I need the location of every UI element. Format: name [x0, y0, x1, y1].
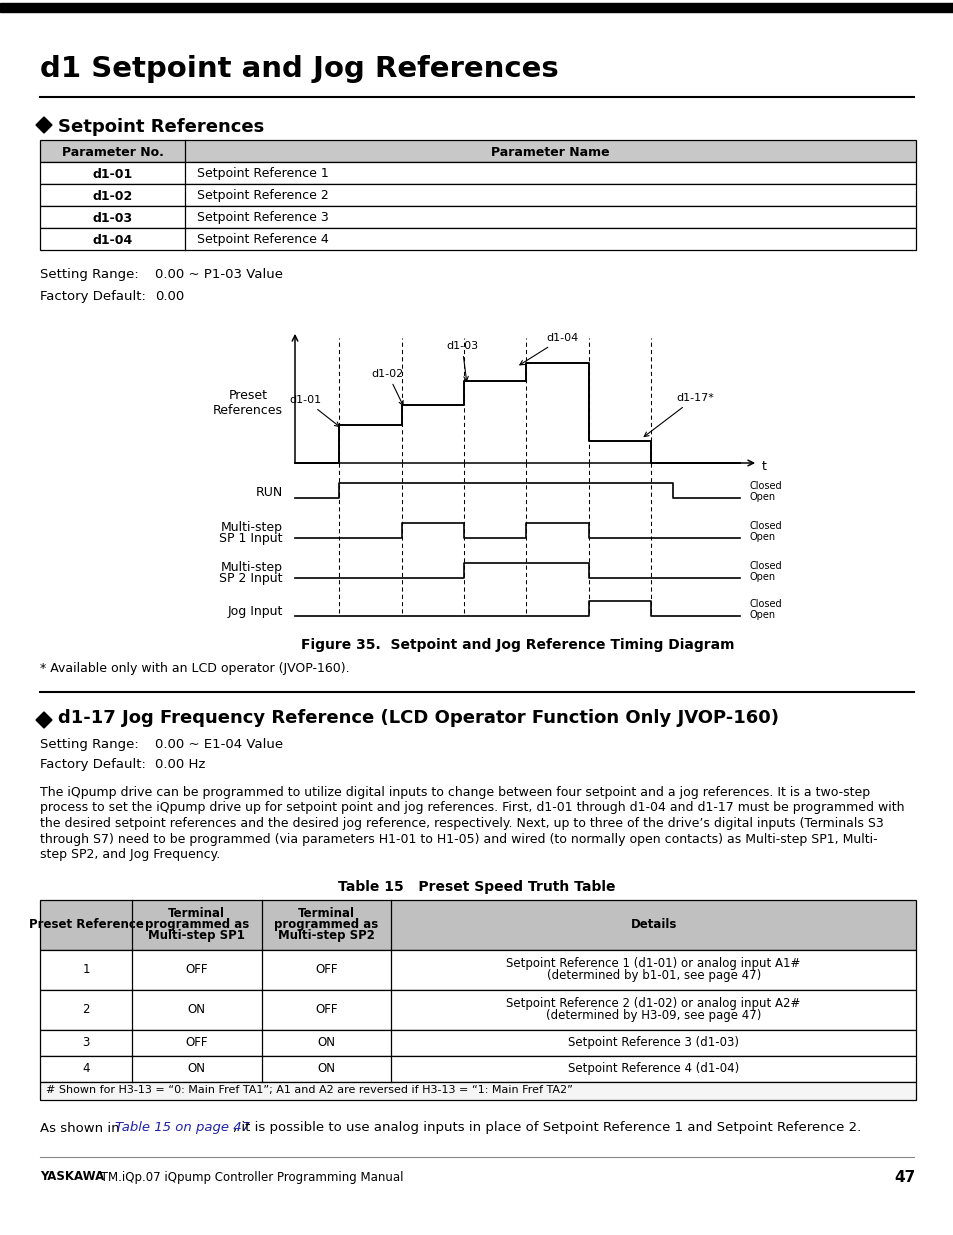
Text: Closed: Closed [749, 480, 781, 492]
Bar [40, 1056, 915, 1082]
Text: 0.00 ~ P1-03 Value: 0.00 ~ P1-03 Value [154, 268, 283, 282]
Text: Open: Open [749, 610, 776, 620]
Bar [40, 989, 915, 1030]
Text: Setpoint References: Setpoint References [58, 119, 264, 136]
Text: 47: 47 [894, 1171, 915, 1186]
Polygon shape [36, 713, 52, 727]
Text: Setpoint Reference 2: Setpoint Reference 2 [196, 189, 329, 203]
Text: RUN: RUN [255, 487, 283, 499]
Text: process to set the iQpump drive up for setpoint point and jog references. First,: process to set the iQpump drive up for s… [40, 802, 903, 815]
Text: Factory Default:: Factory Default: [40, 290, 146, 303]
Text: Setpoint Reference 3 (d1-03): Setpoint Reference 3 (d1-03) [568, 1036, 739, 1049]
Text: ON: ON [188, 1062, 206, 1074]
Text: d1-04: d1-04 [92, 233, 132, 247]
Text: Open: Open [749, 492, 776, 501]
Bar [40, 228, 915, 249]
Text: Open: Open [749, 532, 776, 542]
Text: d1-03: d1-03 [446, 341, 477, 382]
Text: 1: 1 [82, 963, 90, 976]
Text: Setting Range:: Setting Range: [40, 268, 138, 282]
Text: Open: Open [749, 572, 776, 582]
Text: OFF: OFF [186, 1036, 208, 1049]
Text: Setpoint Reference 4: Setpoint Reference 4 [196, 233, 329, 247]
Text: (determined by H3-09, see page 47): (determined by H3-09, see page 47) [545, 1009, 760, 1023]
Text: step SP2, and Jog Frequency.: step SP2, and Jog Frequency. [40, 848, 220, 861]
Text: Preset Reference: Preset Reference [29, 918, 143, 931]
Polygon shape [36, 117, 52, 133]
Text: Preset
References: Preset References [213, 389, 283, 417]
Bar [40, 950, 915, 989]
Text: programmed as: programmed as [274, 918, 378, 931]
Text: Multi-step: Multi-step [221, 561, 283, 574]
Text: Factory Default:: Factory Default: [40, 758, 146, 771]
Text: Jog Input: Jog Input [228, 604, 283, 618]
Text: Closed: Closed [749, 521, 781, 531]
Text: d1-02: d1-02 [92, 189, 132, 203]
Text: d1-02: d1-02 [372, 369, 404, 405]
Bar [40, 184, 915, 206]
Text: * Available only with an LCD operator (JVOP-160).: * Available only with an LCD operator (J… [40, 662, 349, 676]
Text: d1-01: d1-01 [92, 168, 132, 180]
Text: Table 15 on page 47: Table 15 on page 47 [115, 1121, 250, 1135]
Text: Multi-step SP1: Multi-step SP1 [149, 929, 245, 942]
Text: Parameter Name: Parameter Name [491, 146, 609, 158]
Text: Terminal: Terminal [297, 906, 355, 920]
Text: t: t [761, 459, 766, 473]
Bar [40, 140, 915, 162]
Text: d1 Setpoint and Jog References: d1 Setpoint and Jog References [40, 56, 558, 83]
Text: Terminal: Terminal [168, 906, 225, 920]
Text: 0.00: 0.00 [154, 290, 184, 303]
Text: SP 1 Input: SP 1 Input [219, 532, 283, 545]
Text: Setpoint Reference 2 (d1-02) or analog input A2#: Setpoint Reference 2 (d1-02) or analog i… [506, 997, 800, 1010]
Text: Closed: Closed [749, 561, 781, 571]
Bar [0, 2, 953, 12]
Text: Parameter No.: Parameter No. [62, 146, 163, 158]
Text: d1-03: d1-03 [92, 211, 132, 225]
Text: 0.00 ~ E1-04 Value: 0.00 ~ E1-04 Value [154, 739, 283, 751]
Text: the desired setpoint references and the desired jog reference, respectively. Nex: the desired setpoint references and the … [40, 818, 882, 830]
Text: TM.iQp.07 iQpump Controller Programming Manual: TM.iQp.07 iQpump Controller Programming … [97, 1171, 403, 1183]
Text: Multi-step: Multi-step [221, 521, 283, 534]
Text: d1-01: d1-01 [289, 395, 339, 426]
Bar [40, 162, 915, 184]
Text: through S7) need to be programmed (via parameters H1-01 to H1-05) and wired (to : through S7) need to be programmed (via p… [40, 832, 877, 846]
Text: # Shown for H3-13 = “0: Main Fref TA1”; A1 and A2 are reversed if H3-13 = “1: Ma: # Shown for H3-13 = “0: Main Fref TA1”; … [46, 1086, 572, 1095]
Text: 4: 4 [82, 1062, 90, 1074]
Text: SP 2 Input: SP 2 Input [219, 572, 283, 585]
Text: Setpoint Reference 4 (d1-04): Setpoint Reference 4 (d1-04) [567, 1062, 739, 1074]
Text: As shown in: As shown in [40, 1121, 124, 1135]
Text: ON: ON [317, 1036, 335, 1049]
Text: Setpoint Reference 1 (d1-01) or analog input A1#: Setpoint Reference 1 (d1-01) or analog i… [506, 957, 800, 969]
Text: Table 15   Preset Speed Truth Table: Table 15 Preset Speed Truth Table [338, 879, 615, 893]
Text: d1-04: d1-04 [519, 333, 578, 364]
Text: ON: ON [188, 1003, 206, 1016]
Text: OFF: OFF [314, 1003, 337, 1016]
Text: 0.00 Hz: 0.00 Hz [154, 758, 205, 771]
Text: programmed as: programmed as [145, 918, 249, 931]
Text: Setpoint Reference 1: Setpoint Reference 1 [196, 168, 329, 180]
Text: 3: 3 [82, 1036, 90, 1049]
Bar [40, 1030, 915, 1056]
Text: Multi-step SP2: Multi-step SP2 [277, 929, 375, 942]
Text: Closed: Closed [749, 599, 781, 609]
Text: YASKAWA: YASKAWA [40, 1171, 104, 1183]
Bar [40, 1082, 915, 1099]
Text: OFF: OFF [186, 963, 208, 976]
Text: Figure 35.  Setpoint and Jog Reference Timing Diagram: Figure 35. Setpoint and Jog Reference Ti… [300, 638, 734, 652]
Text: , it is possible to use analog inputs in place of Setpoint Reference 1 and Setpo: , it is possible to use analog inputs in… [233, 1121, 861, 1135]
Text: (determined by b1-01, see page 47): (determined by b1-01, see page 47) [546, 969, 760, 982]
Text: Details: Details [630, 918, 676, 931]
Text: ON: ON [317, 1062, 335, 1074]
Bar [40, 206, 915, 228]
Text: 2: 2 [82, 1003, 90, 1016]
Text: d1-17 Jog Frequency Reference (LCD Operator Function Only JVOP-160): d1-17 Jog Frequency Reference (LCD Opera… [58, 709, 779, 727]
Text: Setpoint Reference 3: Setpoint Reference 3 [196, 211, 329, 225]
Text: d1-17*: d1-17* [643, 393, 713, 436]
Bar [40, 899, 915, 950]
Text: The iQpump drive can be programmed to utilize digital inputs to change between f: The iQpump drive can be programmed to ut… [40, 785, 869, 799]
Text: OFF: OFF [314, 963, 337, 976]
Text: Setting Range:: Setting Range: [40, 739, 138, 751]
